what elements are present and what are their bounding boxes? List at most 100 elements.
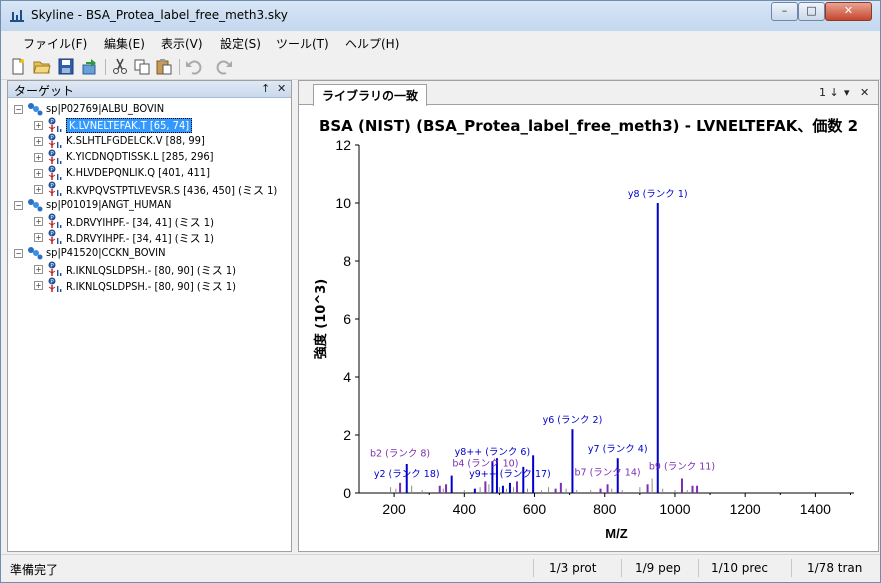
x-tick-label: 1200 xyxy=(730,501,761,517)
expand-icon[interactable]: + xyxy=(34,137,43,146)
tree-node-label[interactable]: sp|P02769|ALBU_BOVIN xyxy=(46,102,164,115)
protein-icon xyxy=(26,197,44,213)
tree-node-label[interactable]: R.KVPQVSTPTLVEVSR.S [436, 450] (ミス 1) xyxy=(66,182,277,198)
tree-node-label[interactable]: R.DRVYIHPF.- [34, 41] (ミス 1) xyxy=(66,214,214,230)
expand-icon[interactable]: + xyxy=(34,265,43,274)
paste-icon[interactable] xyxy=(155,58,173,75)
cut-icon[interactable] xyxy=(111,58,129,75)
x-tick-label: 600 xyxy=(523,501,547,517)
svg-text:P: P xyxy=(50,183,54,190)
library-match-panel: ライブラリの一致 1 ↓ ▾ ✕ BSA (NIST) (BSA_Protea_… xyxy=(298,80,879,552)
expand-icon[interactable]: + xyxy=(34,217,43,226)
status-ready: 準備完了 xyxy=(10,561,58,578)
tree-protein-node[interactable]: − sp|P02769|ALBU_BOVIN xyxy=(8,101,291,117)
protein-icon xyxy=(26,101,44,117)
tree-peptide-node[interactable]: + P K.HLVDEPQNLIK.Q [401, 411] xyxy=(8,165,291,181)
tree-peptide-node[interactable]: + P R.DRVYIHPF.- [34, 41] (ミス 1) xyxy=(8,229,291,245)
peptide-icon: P xyxy=(46,165,64,181)
svg-text:P: P xyxy=(50,215,54,222)
peptide-icon: P xyxy=(46,229,64,245)
tree-protein-node[interactable]: − sp|P41520|CCKN_BOVIN xyxy=(8,245,291,261)
tree-peptide-node[interactable]: + P K.YICDNQDTISSK.L [285, 296] xyxy=(8,149,291,165)
expand-icon[interactable]: + xyxy=(34,233,43,242)
tree-peptide-node[interactable]: + P R.KVPQVSTPTLVEVSR.S [436, 450] (ミス 1) xyxy=(8,181,291,197)
import-icon[interactable] xyxy=(81,58,99,75)
tree-protein-node[interactable]: − sp|P01019|ANGT_HUMAN xyxy=(8,197,291,213)
peptide-icon: P xyxy=(46,277,64,293)
menu-help[interactable]: ヘルプ(H) xyxy=(345,35,399,52)
status-separator xyxy=(791,559,792,577)
menu-file[interactable]: ファイル(F) xyxy=(23,35,87,52)
targets-panel-header[interactable]: ターゲット ↑ ✕ xyxy=(8,81,291,98)
toolbar-separator xyxy=(179,59,180,75)
status-transition-count: 1/78 tran xyxy=(807,561,862,575)
menu-tools[interactable]: ツール(T) xyxy=(276,35,329,52)
expand-icon[interactable]: + xyxy=(34,169,43,178)
expand-icon[interactable]: + xyxy=(34,121,43,130)
collapse-icon[interactable]: − xyxy=(14,105,23,114)
tree-peptide-node[interactable]: + P R.IKNLQSLDPSH.- [80, 90] (ミス 1) xyxy=(8,261,291,277)
targets-panel-title: ターゲット xyxy=(14,82,74,99)
spectrum-chart[interactable]: 0 2 4 6 8 10 12 200 400 600 800 1000 1200 1400 M/Z 強度 (… xyxy=(299,81,878,551)
svg-text:P: P xyxy=(50,231,54,238)
tree-peptide-node[interactable]: + P K.LVNELTEFAK.T [65, 74] xyxy=(8,117,291,133)
menu-bar: ファイル(F) 編集(E) 表示(V) 設定(S) ツール(T) ヘルプ(H) xyxy=(1,31,880,54)
peptide-icon: P xyxy=(46,149,64,165)
redo-icon[interactable] xyxy=(215,58,233,75)
toolbar xyxy=(1,54,880,80)
menu-edit[interactable]: 編集(E) xyxy=(104,35,145,52)
peak-annotation: b2 (ランク 8) xyxy=(370,449,430,460)
collapse-icon[interactable]: − xyxy=(14,201,23,210)
toolbar-separator xyxy=(105,59,106,75)
tree-node-label[interactable]: K.HLVDEPQNLIK.Q [401, 411] xyxy=(66,166,210,179)
y-axis-label: 強度 (10^3) xyxy=(313,279,329,359)
y-tick-label: 12 xyxy=(335,137,351,153)
tree-peptide-node[interactable]: + P K.SLHTLFGDELCK.V [88, 99] xyxy=(8,133,291,149)
tree-node-label[interactable]: R.IKNLQSLDPSH.- [80, 90] (ミス 1) xyxy=(66,278,236,294)
x-axis-label: M/Z xyxy=(605,526,627,541)
menu-settings[interactable]: 設定(S) xyxy=(220,35,261,52)
undo-icon[interactable] xyxy=(185,58,203,75)
protein-icon xyxy=(26,245,44,261)
status-bar: 準備完了 1/3 prot 1/9 pep 1/10 prec 1/78 tra… xyxy=(1,554,880,582)
maximize-button[interactable]: □ xyxy=(798,2,825,21)
y-tick-label: 8 xyxy=(343,253,351,269)
panel-close-icon[interactable]: ✕ xyxy=(277,82,286,95)
tree-node-label[interactable]: R.DRVYIHPF.- [34, 41] (ミス 1) xyxy=(66,230,214,246)
tree-node-label[interactable]: sp|P01019|ANGT_HUMAN xyxy=(46,198,171,211)
minimize-button[interactable]: – xyxy=(771,2,798,21)
tree-peptide-node[interactable]: + P R.IKNLQSLDPSH.- [80, 90] (ミス 1) xyxy=(8,277,291,293)
copy-icon[interactable] xyxy=(133,58,151,75)
close-button[interactable]: ✕ xyxy=(825,2,872,21)
tree-node-label[interactable]: K.LVNELTEFAK.T [65, 74] xyxy=(66,118,192,133)
expand-icon[interactable]: + xyxy=(34,153,43,162)
expand-icon[interactable]: + xyxy=(34,185,43,194)
tree-peptide-node[interactable]: + P R.DRVYIHPF.- [34, 41] (ミス 1) xyxy=(8,213,291,229)
open-folder-icon[interactable] xyxy=(33,58,51,75)
tree-node-label[interactable]: K.YICDNQDTISSK.L [285, 296] xyxy=(66,150,214,163)
peak-annotation: y2 (ランク 18) xyxy=(374,469,440,480)
svg-text:P: P xyxy=(50,135,54,142)
status-separator xyxy=(533,559,534,577)
pin-icon[interactable]: ↑ xyxy=(261,82,270,95)
expand-icon[interactable]: + xyxy=(34,281,43,290)
x-tick-label: 1000 xyxy=(659,501,690,517)
tree-node-label[interactable]: sp|P41520|CCKN_BOVIN xyxy=(46,246,166,259)
window-title: Skyline - BSA_Protea_label_free_meth3.sk… xyxy=(31,8,288,22)
menu-view[interactable]: 表示(V) xyxy=(161,35,203,52)
tree-node-label[interactable]: R.IKNLQSLDPSH.- [80, 90] (ミス 1) xyxy=(66,262,236,278)
svg-text:P: P xyxy=(50,263,54,270)
svg-text:P: P xyxy=(50,151,54,158)
status-separator xyxy=(698,559,699,577)
peak-annotation: y7 (ランク 4) xyxy=(588,444,648,455)
save-icon[interactable] xyxy=(57,58,75,75)
collapse-icon[interactable]: − xyxy=(14,249,23,258)
status-peptide-count: 1/9 pep xyxy=(635,561,681,575)
y-tick-label: 2 xyxy=(343,427,351,443)
peak-annotation: y8 (ランク 1) xyxy=(628,189,688,200)
new-document-icon[interactable] xyxy=(9,58,27,75)
peak-annotation: b9 (ランク 11) xyxy=(649,462,715,473)
tree-node-label[interactable]: K.SLHTLFGDELCK.V [88, 99] xyxy=(66,134,205,147)
title-bar[interactable]: Skyline - BSA_Protea_label_free_meth3.sk… xyxy=(1,1,880,31)
